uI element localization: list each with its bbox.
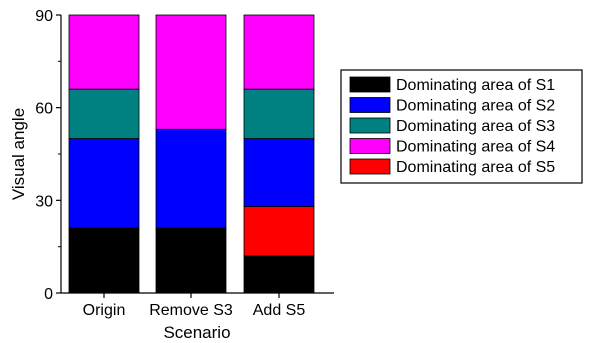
y-tick-label: 60: [35, 101, 53, 118]
legend-swatch: [349, 138, 391, 154]
bar-segment: [68, 88, 140, 139]
bar-segment: [243, 255, 315, 294]
y-axis-title: Visual angle: [9, 108, 28, 200]
legend-label: Dominating area of S2: [396, 98, 555, 115]
legend-label: Dominating area of S4: [396, 139, 555, 156]
bar-segment: [243, 138, 315, 207]
bar-segment: [68, 14, 140, 90]
x-ticks-group: Origin Remove S3 Add S5: [83, 293, 306, 319]
bar-segment: [155, 227, 227, 294]
bar-segment: [155, 14, 227, 130]
legend-swatch: [349, 76, 391, 93]
bars-group: [68, 14, 315, 294]
x-tick-label: Add S5: [253, 302, 306, 319]
x-tick-label: Origin: [83, 302, 126, 319]
legend-label: Dominating area of S3: [396, 118, 555, 135]
y-ticks-group: 0 30 60 90: [35, 8, 61, 303]
legend-swatch: [349, 117, 391, 134]
bar-segment: [68, 138, 140, 229]
y-tick-label: 90: [35, 8, 53, 25]
legend-label: Dominating area of S1: [396, 77, 555, 94]
bar-segment: [68, 227, 140, 294]
y-tick-label: 0: [44, 286, 53, 303]
legend-swatch: [349, 97, 391, 113]
legend: Dominating area of S1 Dominating area of …: [340, 69, 583, 184]
bar-segment: [243, 88, 315, 139]
y-tick-label: 30: [35, 193, 53, 210]
legend-swatch: [349, 158, 391, 175]
bar-segment: [155, 128, 227, 229]
x-tick-label: Remove S3: [149, 302, 233, 319]
bar-segment: [243, 206, 315, 257]
legend-label: Dominating area of S5: [396, 159, 555, 176]
bar-segment: [243, 14, 315, 90]
x-axis-title: Scenario: [163, 323, 230, 342]
